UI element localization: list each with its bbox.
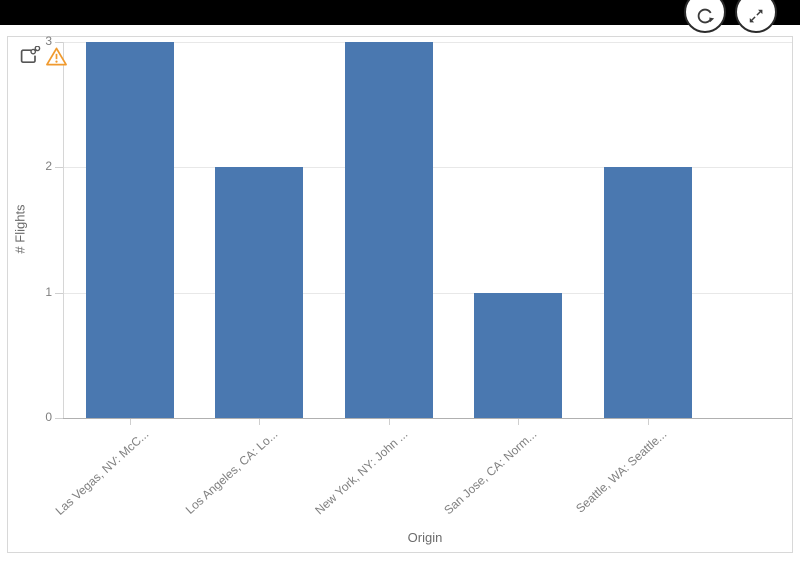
widget-corner-icons (18, 46, 68, 67)
expand-button[interactable] (735, 0, 777, 33)
share-chart-icon[interactable] (18, 46, 42, 67)
y-tick-label: 0 (45, 410, 52, 424)
x-category-label[interactable]: Las Vegas, NV: McC... (52, 427, 151, 518)
y-axis-title: # Flights (12, 204, 28, 254)
y-tick-label: 3 (45, 34, 52, 48)
y-tick (55, 42, 63, 43)
x-tick (647, 419, 649, 425)
y-tick-label: 1 (45, 284, 52, 299)
bar[interactable] (474, 292, 562, 418)
x-category-label[interactable]: New York, NY: John ... (311, 427, 410, 518)
warning-triangle-icon[interactable] (45, 46, 68, 67)
bar-chart-widget[interactable]: 0 1 2 3 Las Vegas, NV: McC... Los Angeles, CA… (7, 34, 793, 553)
bar[interactable] (603, 167, 692, 418)
diagonal-expand-icon (749, 9, 763, 23)
x-axis-title: Origin (407, 530, 443, 545)
bar[interactable] (85, 42, 174, 418)
refresh-button[interactable] (684, 0, 726, 33)
top-toolbar (0, 0, 800, 25)
y-tick (55, 167, 63, 169)
y-axis-line (63, 42, 64, 418)
x-tick (518, 419, 519, 425)
y-tick (55, 292, 63, 294)
y-tick-label: 2 (45, 159, 52, 174)
x-category-label[interactable]: San Jose, CA: Norm... (441, 427, 540, 518)
x-category-label[interactable]: Seattle, WA: Seattle... (572, 427, 669, 516)
bar[interactable] (344, 42, 433, 418)
y-tick (55, 418, 63, 419)
x-category-label[interactable]: Los Angeles, CA: Lo... (182, 427, 281, 517)
x-tick (388, 419, 390, 425)
circular-arrow-icon (697, 8, 715, 24)
x-axis-line (63, 418, 792, 419)
bar[interactable] (215, 167, 303, 418)
x-tick (129, 419, 131, 425)
x-tick (259, 419, 260, 425)
plot-area: 0 1 2 3 Las Vegas, NV: McC... Los Angeles, CA… (8, 34, 792, 552)
